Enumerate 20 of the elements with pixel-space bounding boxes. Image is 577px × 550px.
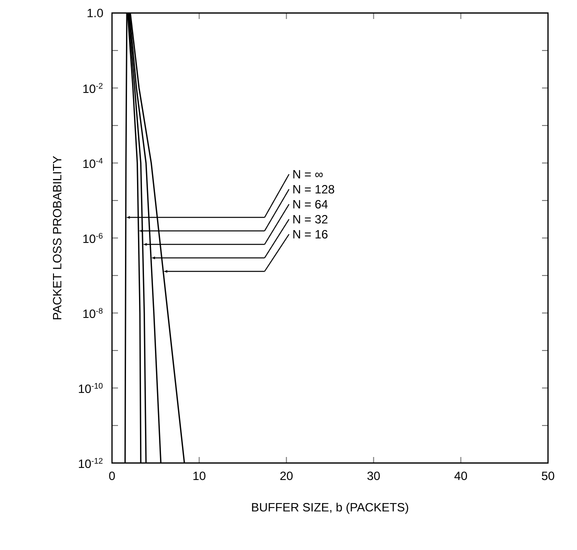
y-axis-title: PACKET LOSS PROBABILITY [52, 156, 62, 320]
text: N = 64 [293, 200, 328, 208]
text: N = ∞ [293, 170, 323, 178]
x-tick-label: 10 [193, 472, 206, 480]
text: N = 16 [293, 230, 328, 238]
y-tick-label: 10$^{-12}$ [78, 458, 102, 468]
x-tick-label: 30 [367, 472, 380, 480]
x-axis-title: BUFFER SIZE, b (PACKETS) [252, 502, 408, 514]
y-tick-label: 10$^{-6}$ [83, 232, 103, 244]
y-tick-label: 10$^{-10}$ [78, 382, 103, 394]
x-tick-label: 0 [109, 472, 115, 480]
x-tick-label: 40 [454, 472, 468, 480]
y-tick-label: 1.0 [88, 8, 103, 18]
y-tick-label: 10$^{-4}$ [83, 158, 103, 168]
x-tick-label: 20 [280, 472, 293, 480]
y-tick-label: 10$^{-8}$ [83, 308, 103, 318]
x-tick-label: 50 [542, 472, 554, 480]
y-tick-label: 10$^{-2}$ [83, 82, 102, 94]
text: N = 32 [293, 215, 328, 224]
text: N = 128 [293, 185, 334, 194]
